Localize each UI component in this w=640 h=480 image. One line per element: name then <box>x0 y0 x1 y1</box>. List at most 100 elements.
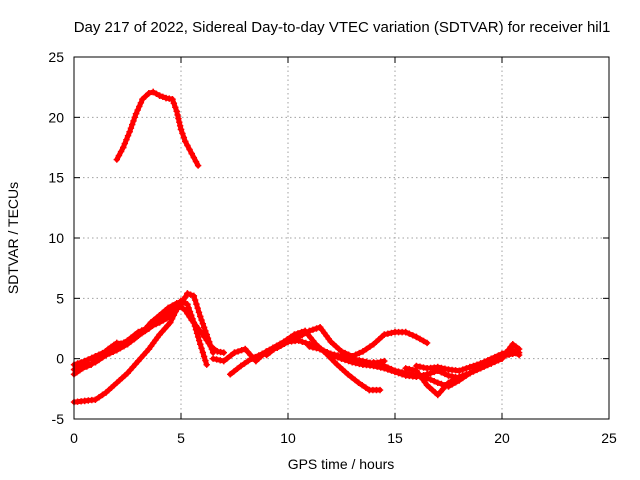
data-point <box>416 335 424 343</box>
data-point <box>81 362 88 370</box>
data-point <box>495 352 502 359</box>
data-point <box>366 343 374 350</box>
data-point <box>170 100 178 107</box>
x-tick-label: 25 <box>601 430 617 446</box>
data-point <box>120 342 128 350</box>
data-point <box>176 122 184 129</box>
data-point <box>184 290 191 297</box>
data-point <box>512 349 520 356</box>
data-point <box>127 124 135 132</box>
data-point <box>402 365 409 372</box>
data-point <box>202 327 209 335</box>
data-point <box>251 353 259 361</box>
data-point <box>99 354 106 361</box>
data-point <box>345 351 352 358</box>
data-point <box>194 333 202 341</box>
data-point <box>463 365 470 372</box>
data-point <box>184 301 191 308</box>
data-point <box>388 365 395 373</box>
data-point <box>159 93 167 101</box>
data-point <box>376 386 384 394</box>
data-point <box>391 367 399 374</box>
data-point <box>263 351 270 359</box>
data-point <box>129 121 136 128</box>
data-point <box>352 351 359 358</box>
data-point <box>427 376 434 383</box>
data-point <box>244 357 252 365</box>
data-point <box>456 367 463 374</box>
data-point <box>238 347 245 354</box>
data-point <box>420 364 427 371</box>
data-point <box>480 358 488 366</box>
data-point <box>224 355 231 362</box>
data-point <box>270 346 277 353</box>
data-point <box>174 305 181 312</box>
data-point <box>402 328 409 336</box>
data-point <box>470 362 477 370</box>
data-point <box>406 365 413 373</box>
data-point <box>341 349 349 357</box>
data-point <box>170 306 178 314</box>
data-point <box>169 302 176 309</box>
data-point <box>206 338 213 345</box>
data-point <box>131 335 138 342</box>
y-tick-label: 5 <box>56 290 64 306</box>
data-point <box>384 364 392 371</box>
data-point <box>135 332 142 339</box>
data-point <box>509 340 516 348</box>
data-point <box>413 333 420 341</box>
data-point <box>277 340 285 348</box>
data-point <box>177 303 185 310</box>
data-point <box>309 326 317 333</box>
data-point <box>320 347 327 355</box>
data-point <box>230 368 237 375</box>
series-track-8 <box>263 324 431 360</box>
data-point <box>184 142 191 149</box>
data-point <box>188 312 195 319</box>
data-point <box>356 349 363 357</box>
data-point <box>420 337 427 345</box>
data-point <box>180 134 188 141</box>
data-point <box>409 332 417 339</box>
data-point <box>302 329 310 337</box>
data-point <box>204 334 212 342</box>
data-point <box>309 337 317 345</box>
data-point <box>88 360 96 367</box>
data-point <box>137 99 145 107</box>
data-point <box>181 299 188 306</box>
data-point <box>473 361 481 368</box>
data-point <box>121 140 129 147</box>
series-track-12 <box>413 347 523 374</box>
data-point <box>349 359 356 366</box>
y-axis-label: SDTVAR / TECUs <box>5 182 21 294</box>
data-point <box>356 360 363 368</box>
data-point <box>291 334 299 341</box>
data-point <box>197 340 204 348</box>
data-point <box>466 363 474 371</box>
data-point <box>199 320 207 327</box>
data-point <box>248 355 255 362</box>
data-point <box>431 377 438 385</box>
data-point <box>168 315 176 323</box>
data-point <box>145 90 153 97</box>
x-tick-label: 15 <box>387 430 403 446</box>
data-point <box>345 357 352 365</box>
data-point <box>92 359 99 366</box>
y-tick-label: 15 <box>48 170 64 186</box>
data-point <box>477 360 484 367</box>
data-point <box>197 313 204 320</box>
data-point <box>186 146 193 153</box>
data-point <box>309 344 317 351</box>
chart-title: Day 217 of 2022, Sidereal Day-to-day VTE… <box>74 19 611 36</box>
data-point <box>299 331 306 339</box>
data-point <box>149 88 157 96</box>
y-tick-label: 10 <box>48 230 64 246</box>
data-point <box>509 347 516 354</box>
series-track-4 <box>70 297 210 406</box>
data-point <box>145 325 153 332</box>
data-point <box>327 351 334 359</box>
data-point <box>237 362 245 370</box>
data-point <box>199 349 207 356</box>
data-point <box>288 335 295 342</box>
